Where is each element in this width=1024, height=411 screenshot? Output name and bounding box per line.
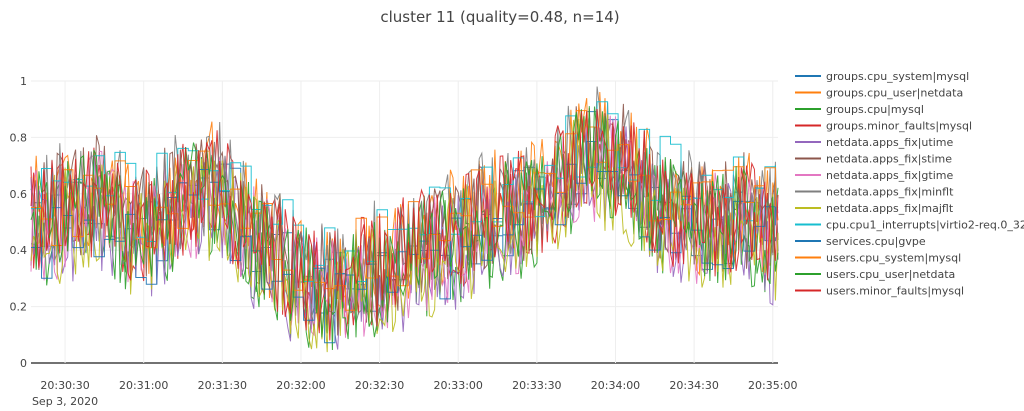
legend-label: groups.minor_faults|mysql (826, 120, 972, 133)
series-line (30, 113, 779, 353)
legend-label: netdata.apps_fix|minflt (826, 186, 954, 199)
legend-label: cpu.cpu1_interrupts|virtio2-req.0_32 (826, 219, 1024, 232)
legend-label: netdata.apps_fix|majflt (826, 202, 954, 215)
legend-item[interactable]: groups.minor_faults|mysql (795, 120, 972, 133)
x-tick-label: 20:31:30 (198, 379, 247, 392)
legend-label: netdata.apps_fix|stime (826, 153, 952, 166)
y-tick-label: 0.6 (10, 188, 28, 201)
series-line (30, 115, 779, 338)
x-tick-date: Sep 3, 2020 (32, 395, 98, 408)
legend-item[interactable]: groups.cpu_user|netdata (795, 87, 963, 100)
legend-label: users.minor_faults|mysql (826, 285, 964, 298)
legend-label: groups.cpu_user|netdata (826, 87, 963, 100)
legend-label: netdata.apps_fix|utime (826, 136, 953, 149)
legend-item[interactable]: netdata.apps_fix|gtime (795, 169, 953, 182)
series-line (30, 108, 779, 341)
legend-item[interactable]: services.cpu|gvpe (795, 235, 926, 248)
legend-item[interactable]: netdata.apps_fix|majflt (795, 202, 954, 215)
x-tick-label: 20:33:00 (434, 379, 483, 392)
legend-label: services.cpu|gvpe (826, 235, 926, 248)
legend-item[interactable]: netdata.apps_fix|minflt (795, 186, 954, 199)
legend-item[interactable]: groups.cpu|mysql (795, 103, 924, 116)
legend-item[interactable]: users.minor_faults|mysql (795, 285, 964, 298)
legend: groups.cpu_system|mysql groups.cpu_user|n… (795, 70, 1024, 298)
legend-item[interactable]: netdata.apps_fix|utime (795, 136, 953, 149)
legend-item[interactable]: netdata.apps_fix|stime (795, 153, 952, 166)
x-tick-label: 20:35:00 (748, 379, 797, 392)
x-tick-label: 20:31:00 (119, 379, 168, 392)
y-tick-label: 0 (20, 357, 27, 370)
legend-label: groups.cpu_system|mysql (826, 70, 969, 83)
legend-item[interactable]: groups.cpu_system|mysql (795, 70, 969, 83)
x-axis: 20:30:30 20:31:00 20:31:30 20:32:00 20:32:30… (32, 379, 797, 408)
y-tick-label: 0.2 (10, 301, 28, 314)
series-line (30, 106, 779, 340)
x-tick-label: 20:34:30 (669, 379, 718, 392)
legend-item[interactable]: cpu.cpu1_interrupts|virtio2-req.0_32 (795, 219, 1024, 232)
x-tick-label: 20:34:00 (591, 379, 640, 392)
legend-item[interactable]: users.cpu_system|mysql (795, 252, 961, 265)
y-tick-label: 1 (20, 75, 27, 88)
x-tick-label: 20:32:00 (276, 379, 325, 392)
y-tick-label: 0.8 (10, 131, 28, 144)
y-axis: 0 0.2 0.4 0.6 0.8 1 (10, 75, 28, 370)
legend-item[interactable]: users.cpu_user|netdata (795, 268, 955, 281)
legend-label: users.cpu_system|mysql (826, 252, 961, 265)
y-tick-label: 0.4 (10, 244, 28, 257)
legend-label: netdata.apps_fix|gtime (826, 169, 953, 182)
x-tick-label: 20:32:30 (355, 379, 404, 392)
legend-label: groups.cpu|mysql (826, 103, 924, 116)
chart-title: cluster 11 (quality=0.48, n=14) (380, 8, 620, 26)
x-tick-label: 20:30:30 (40, 379, 89, 392)
series-lines (30, 86, 779, 353)
legend-label: users.cpu_user|netdata (826, 268, 955, 281)
x-tick-label: 20:33:30 (512, 379, 561, 392)
